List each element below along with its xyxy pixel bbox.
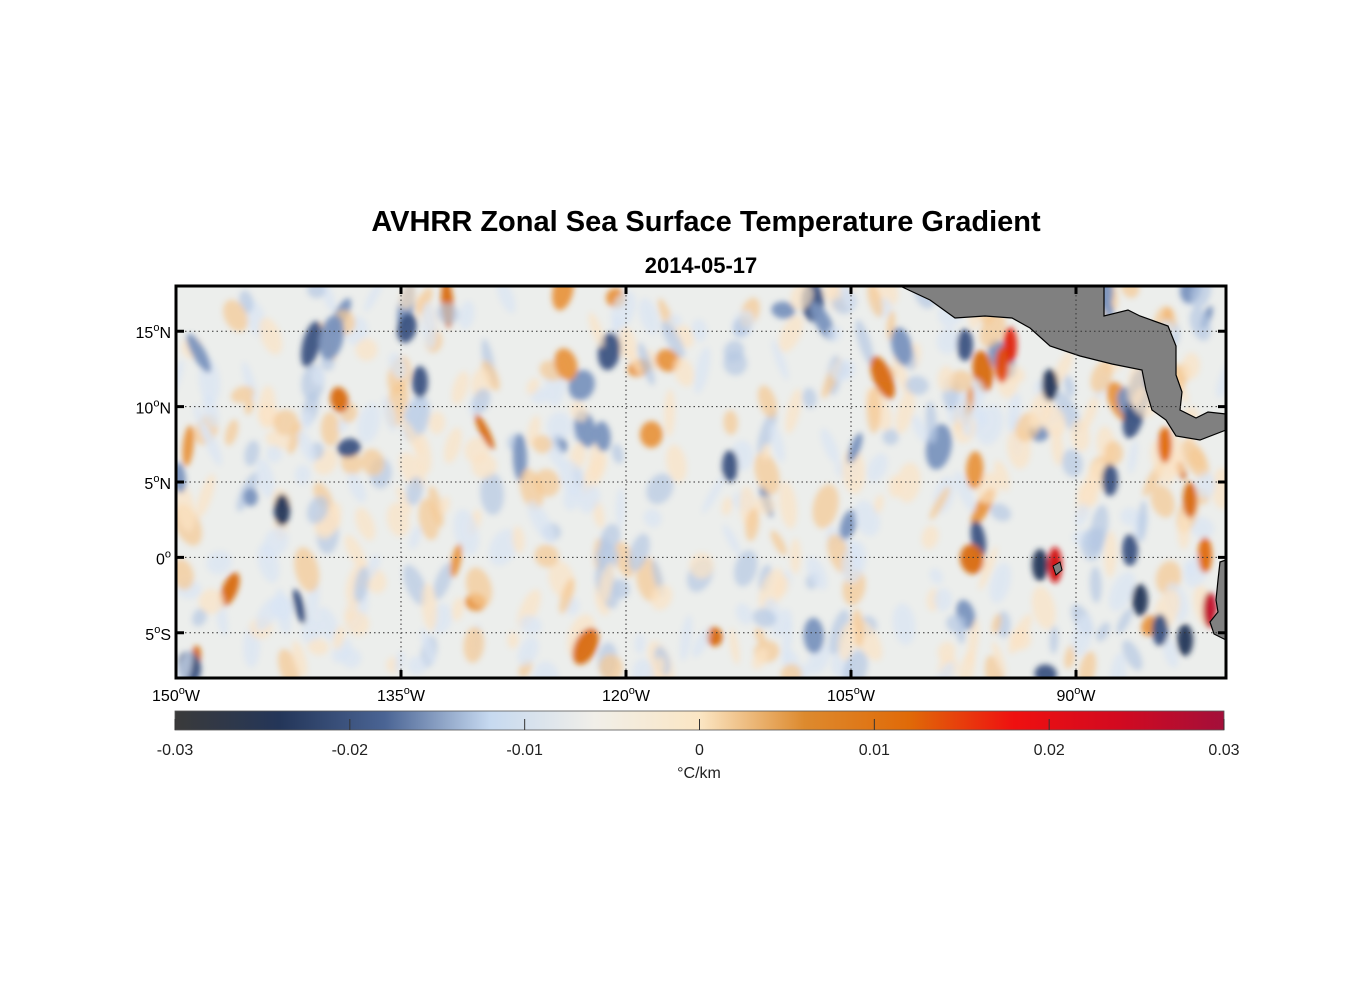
colorbar-tick-label: -0.03	[157, 742, 194, 759]
map-ticks	[174, 286, 1226, 678]
longitude-labels: 150oW 135oW 120oW 105oW 90oW	[152, 685, 1096, 705]
map-date: 2014-05-17	[644, 253, 758, 278]
map-title: AVHRR Zonal Sea Surface Temperature Grad…	[371, 206, 1041, 238]
lat-label: 0o	[156, 548, 171, 568]
sst-gradient-field	[176, 286, 1226, 678]
lon-label: 150oW	[152, 685, 201, 705]
lat-label: 10oN	[136, 398, 171, 418]
land-south-america	[1209, 559, 1226, 641]
colorbar-tick-label: 0.03	[1208, 742, 1239, 759]
colorbar-ticks: -0.03 -0.02 -0.01 0 0.01 0.02 0.03	[157, 719, 1240, 759]
colorbar-tick-label: -0.02	[332, 742, 369, 759]
colorbar-tick-label: 0	[695, 742, 704, 759]
lat-label: 15oN	[136, 322, 171, 342]
colorbar-tick-label: 0.01	[859, 742, 890, 759]
lon-label: 120oW	[602, 685, 651, 705]
colorbar-unit-label: °C/km	[677, 765, 721, 782]
land-galapagos	[1052, 561, 1063, 576]
lon-label: 105oW	[827, 685, 876, 705]
colorbar-tick-label: -0.01	[506, 742, 543, 759]
lat-label: 5oS	[145, 624, 171, 644]
colorbar-tick-label: 0.02	[1034, 742, 1065, 759]
land-central-america	[899, 286, 1226, 441]
lat-label: 5oN	[144, 473, 171, 493]
lon-label: 135oW	[377, 685, 426, 705]
latitude-labels: 15oN 10oN 5oN 0o 5oS	[136, 322, 171, 644]
lon-label: 90oW	[1056, 685, 1096, 705]
